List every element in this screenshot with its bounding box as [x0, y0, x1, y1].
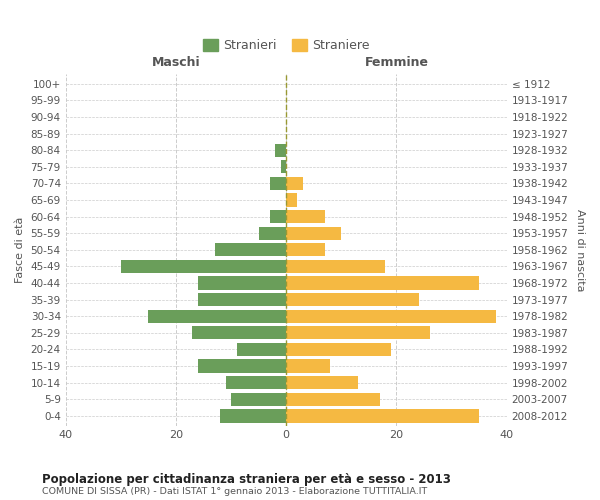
Bar: [198, 293, 286, 306]
Bar: [286, 226, 341, 240]
Y-axis label: Fasce di età: Fasce di età: [15, 216, 25, 283]
Text: Popolazione per cittadinanza straniera per età e sesso - 2013: Popolazione per cittadinanza straniera p…: [42, 472, 451, 486]
Bar: [286, 243, 325, 256]
Bar: [220, 409, 286, 422]
Bar: [286, 177, 303, 190]
Y-axis label: Anni di nascita: Anni di nascita: [575, 208, 585, 291]
Bar: [286, 260, 385, 273]
Bar: [198, 276, 286, 289]
Bar: [226, 376, 286, 390]
Bar: [275, 144, 286, 157]
Bar: [269, 177, 286, 190]
Bar: [286, 293, 419, 306]
Bar: [286, 392, 380, 406]
Bar: [286, 310, 496, 323]
Bar: [286, 210, 325, 223]
Text: Femmine: Femmine: [364, 56, 428, 69]
Bar: [259, 226, 286, 240]
Bar: [231, 392, 286, 406]
Bar: [269, 210, 286, 223]
Legend: Stranieri, Straniere: Stranieri, Straniere: [198, 34, 374, 58]
Bar: [193, 326, 286, 340]
Bar: [198, 360, 286, 372]
Bar: [286, 276, 479, 289]
Bar: [281, 160, 286, 173]
Bar: [236, 343, 286, 356]
Bar: [286, 360, 331, 372]
Bar: [286, 194, 297, 206]
Bar: [286, 326, 430, 340]
Bar: [286, 343, 391, 356]
Text: Maschi: Maschi: [152, 56, 200, 69]
Bar: [215, 243, 286, 256]
Bar: [286, 376, 358, 390]
Bar: [121, 260, 286, 273]
Text: COMUNE DI SISSA (PR) - Dati ISTAT 1° gennaio 2013 - Elaborazione TUTTITALIA.IT: COMUNE DI SISSA (PR) - Dati ISTAT 1° gen…: [42, 488, 427, 496]
Bar: [286, 409, 479, 422]
Bar: [148, 310, 286, 323]
